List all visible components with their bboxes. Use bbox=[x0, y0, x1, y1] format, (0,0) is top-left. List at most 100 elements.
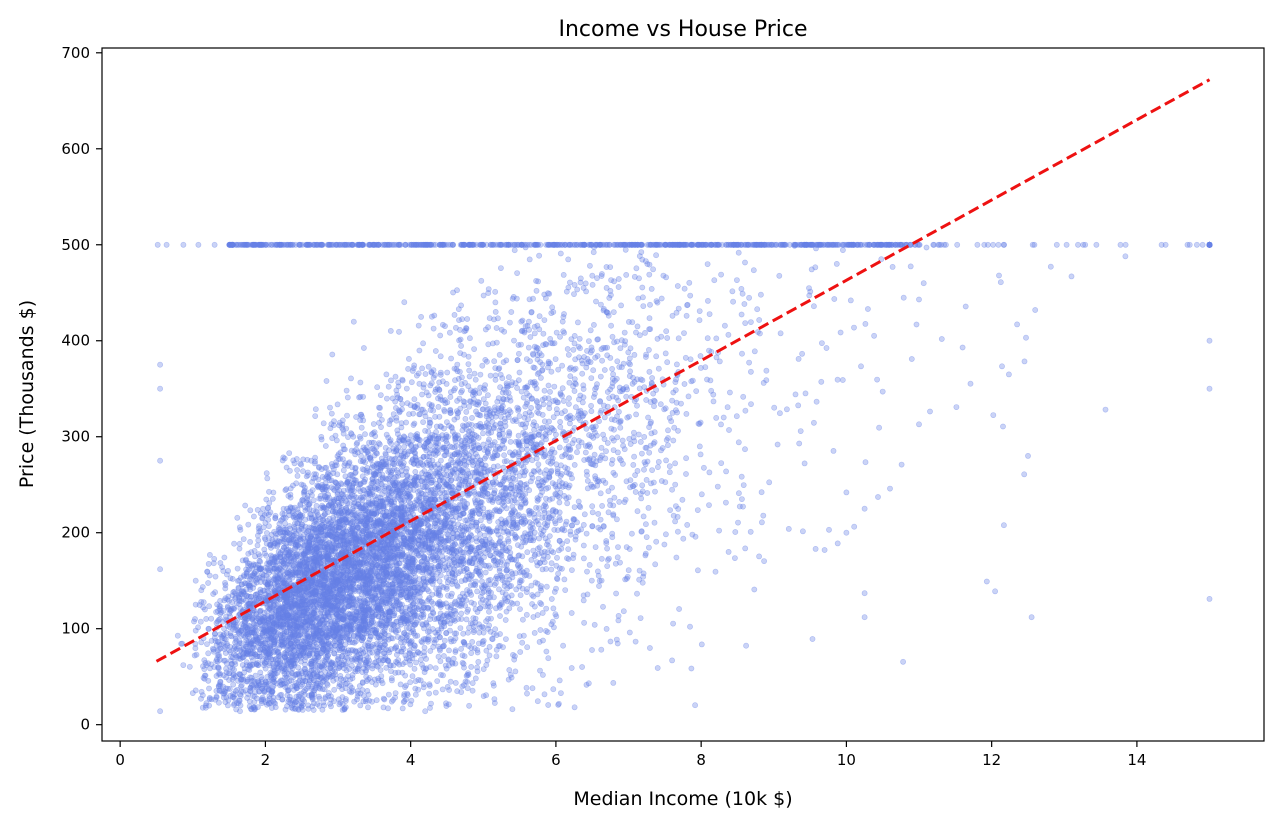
data-point bbox=[253, 627, 260, 634]
data-point bbox=[385, 463, 391, 470]
data-point bbox=[604, 352, 611, 359]
data-point bbox=[483, 444, 490, 451]
data-point bbox=[417, 589, 424, 596]
data-point bbox=[739, 496, 745, 502]
data-point bbox=[543, 628, 549, 634]
data-point bbox=[328, 577, 335, 584]
data-point bbox=[422, 427, 428, 434]
data-point bbox=[655, 458, 662, 465]
data-point bbox=[312, 458, 318, 465]
data-point bbox=[515, 542, 521, 548]
data-point bbox=[487, 552, 494, 559]
data-point bbox=[193, 651, 200, 658]
data-point bbox=[276, 526, 282, 533]
data-point bbox=[635, 295, 642, 302]
data-point bbox=[561, 527, 568, 534]
data-point bbox=[239, 654, 246, 661]
data-point bbox=[485, 616, 491, 622]
data-point bbox=[234, 565, 241, 572]
data-point bbox=[920, 280, 927, 287]
data-point bbox=[348, 595, 355, 602]
data-point bbox=[416, 546, 422, 553]
data-point bbox=[271, 634, 278, 641]
data-point bbox=[473, 501, 479, 507]
data-point bbox=[725, 241, 732, 248]
data-point bbox=[428, 516, 434, 523]
data-point bbox=[425, 596, 432, 603]
data-point bbox=[240, 572, 247, 579]
data-point bbox=[371, 554, 378, 560]
data-point bbox=[616, 498, 623, 505]
data-point bbox=[324, 634, 330, 640]
data-point bbox=[263, 496, 270, 503]
data-point bbox=[284, 637, 291, 644]
data-point bbox=[379, 610, 385, 616]
data-point bbox=[362, 507, 368, 514]
data-point bbox=[349, 601, 356, 608]
data-point bbox=[389, 606, 396, 613]
data-point bbox=[476, 621, 482, 628]
data-point bbox=[514, 385, 520, 391]
data-point bbox=[271, 528, 278, 535]
data-point bbox=[646, 346, 652, 353]
data-point bbox=[310, 536, 317, 543]
data-point bbox=[696, 308, 703, 314]
data-point bbox=[373, 557, 379, 564]
data-point bbox=[327, 594, 333, 601]
data-point bbox=[733, 413, 740, 420]
data-point bbox=[900, 294, 907, 301]
data-point bbox=[523, 684, 530, 691]
data-point bbox=[435, 653, 442, 660]
data-point bbox=[286, 450, 293, 456]
data-point bbox=[653, 538, 660, 545]
data-point bbox=[302, 587, 309, 594]
data-point bbox=[380, 566, 386, 573]
data-point bbox=[543, 485, 550, 492]
data-point bbox=[426, 690, 432, 697]
data-point bbox=[264, 475, 271, 482]
data-point bbox=[501, 525, 507, 532]
data-point bbox=[307, 603, 314, 610]
data-point bbox=[833, 260, 840, 267]
data-point bbox=[526, 573, 533, 579]
data-point bbox=[362, 507, 368, 514]
data-point bbox=[340, 467, 347, 474]
data-point bbox=[620, 608, 627, 615]
data-point bbox=[485, 562, 492, 569]
data-point bbox=[667, 507, 673, 513]
data-point bbox=[477, 593, 484, 600]
data-point bbox=[363, 561, 370, 568]
data-point bbox=[581, 511, 588, 518]
data-point bbox=[515, 432, 522, 439]
data-point bbox=[463, 408, 470, 415]
data-point bbox=[802, 390, 809, 397]
data-point bbox=[443, 481, 450, 487]
data-point bbox=[389, 467, 396, 474]
data-point bbox=[430, 325, 437, 332]
data-point bbox=[697, 353, 704, 359]
data-point bbox=[340, 590, 347, 596]
data-point bbox=[655, 464, 661, 470]
data-point bbox=[638, 495, 645, 502]
data-point bbox=[465, 606, 471, 613]
data-point bbox=[322, 624, 328, 631]
data-point bbox=[655, 365, 662, 372]
data-point bbox=[556, 514, 563, 521]
data-point bbox=[444, 482, 451, 489]
data-point bbox=[512, 522, 518, 529]
data-point bbox=[398, 621, 404, 628]
data-point bbox=[344, 545, 351, 552]
data-point bbox=[508, 530, 515, 536]
data-point bbox=[180, 662, 187, 668]
data-point bbox=[513, 418, 520, 424]
data-point bbox=[495, 395, 502, 401]
data-point bbox=[429, 473, 436, 480]
data-point bbox=[354, 688, 361, 694]
data-point bbox=[499, 574, 505, 581]
data-point bbox=[415, 322, 422, 329]
data-point bbox=[565, 546, 572, 552]
data-point bbox=[795, 402, 802, 409]
data-point bbox=[210, 591, 217, 597]
data-point bbox=[314, 581, 321, 588]
data-point bbox=[547, 388, 553, 395]
